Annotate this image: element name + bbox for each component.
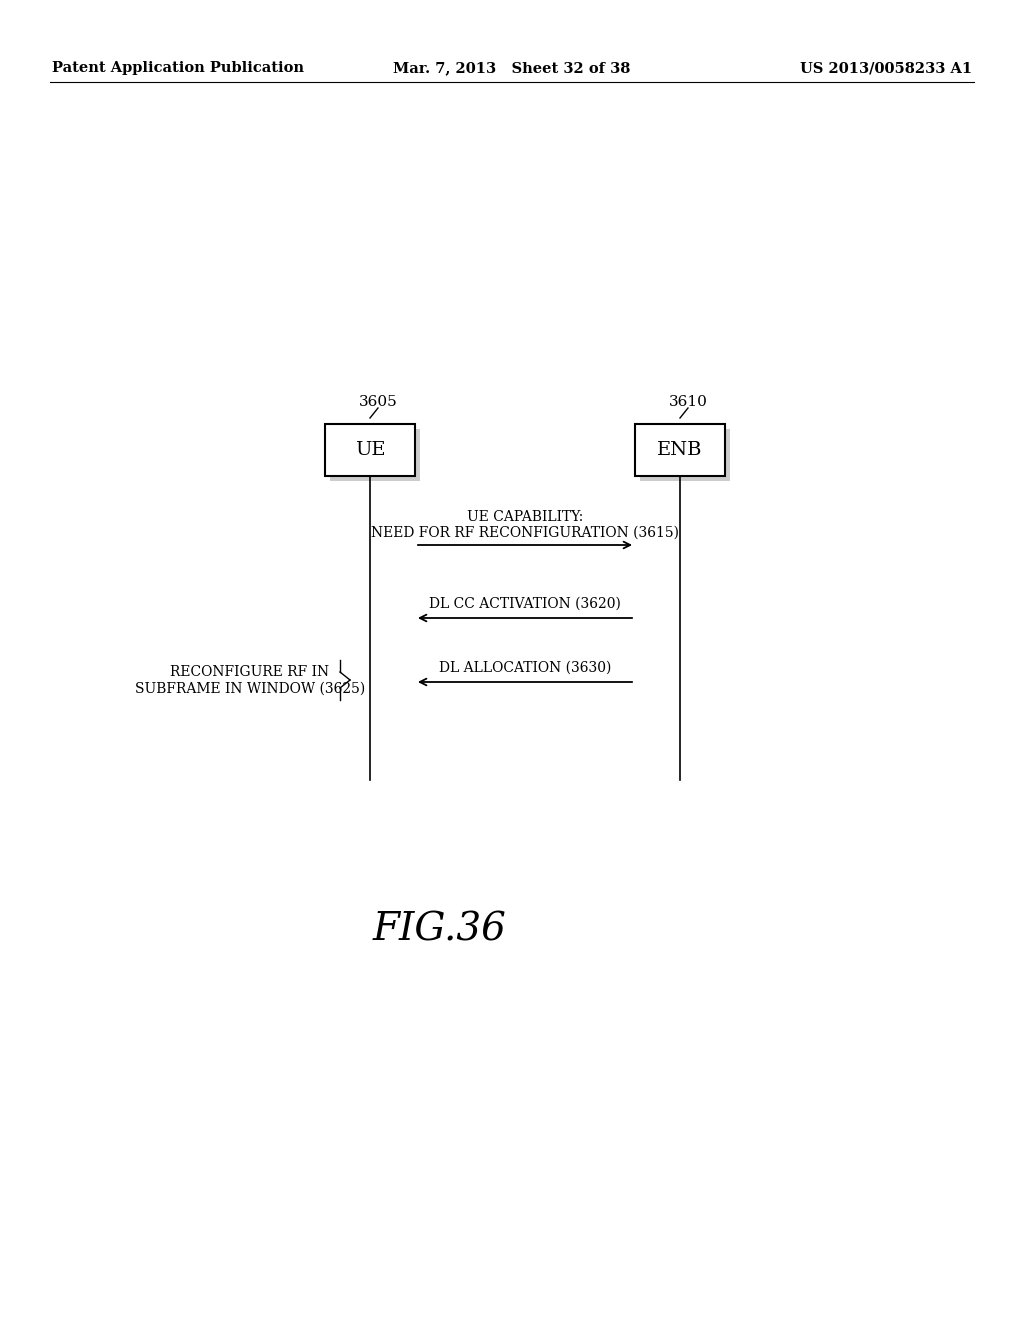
Text: UE CAPABILITY:: UE CAPABILITY: bbox=[467, 510, 583, 524]
Text: NEED FOR RF RECONFIGURATION (3615): NEED FOR RF RECONFIGURATION (3615) bbox=[371, 525, 679, 540]
Bar bbox=[325, 424, 415, 477]
Text: US 2013/0058233 A1: US 2013/0058233 A1 bbox=[800, 61, 972, 75]
Bar bbox=[330, 429, 420, 480]
Text: DL CC ACTIVATION (3620): DL CC ACTIVATION (3620) bbox=[429, 597, 621, 611]
Text: 3610: 3610 bbox=[669, 395, 708, 409]
Bar bbox=[635, 424, 725, 477]
Text: Mar. 7, 2013   Sheet 32 of 38: Mar. 7, 2013 Sheet 32 of 38 bbox=[393, 61, 631, 75]
Text: RECONFIGURE RF IN: RECONFIGURE RF IN bbox=[170, 665, 330, 678]
Bar bbox=[640, 429, 730, 480]
Text: FIG.36: FIG.36 bbox=[373, 912, 507, 949]
Text: UE: UE bbox=[354, 441, 385, 459]
Text: Patent Application Publication: Patent Application Publication bbox=[52, 61, 304, 75]
Text: SUBFRAME IN WINDOW (3625): SUBFRAME IN WINDOW (3625) bbox=[135, 682, 366, 696]
Text: 3605: 3605 bbox=[358, 395, 397, 409]
Text: ENB: ENB bbox=[657, 441, 702, 459]
Text: DL ALLOCATION (3630): DL ALLOCATION (3630) bbox=[439, 661, 611, 675]
